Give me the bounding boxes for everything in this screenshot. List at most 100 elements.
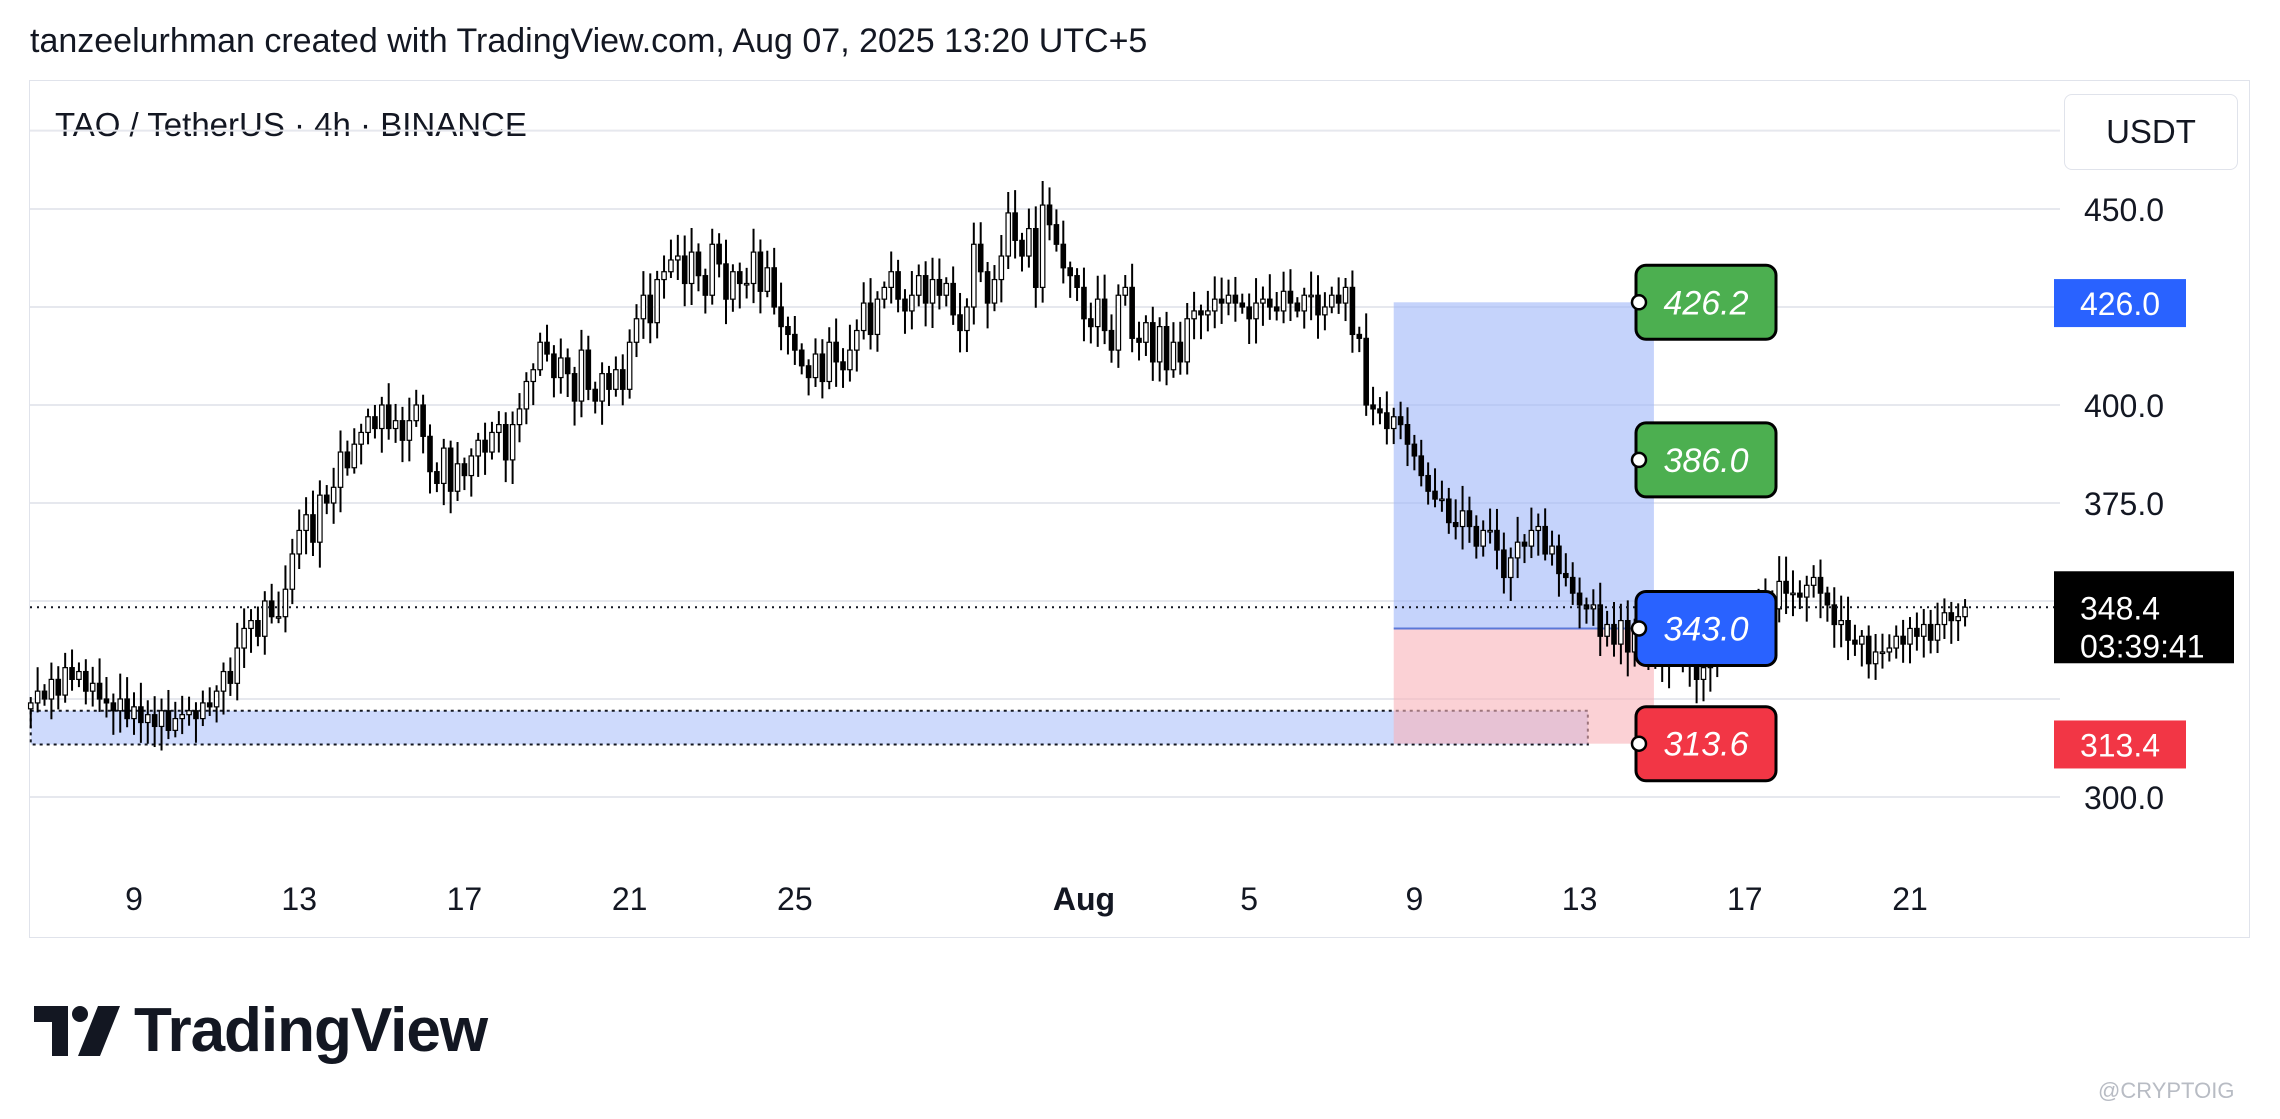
candle-body	[1480, 529, 1487, 547]
candle-body	[681, 255, 688, 285]
candle-body	[860, 302, 867, 332]
candle-body	[1211, 298, 1218, 312]
candle-body	[950, 282, 956, 316]
candle-body	[984, 271, 991, 304]
candle-body	[1232, 294, 1239, 304]
candle-body	[406, 420, 413, 441]
candle-body	[255, 619, 261, 637]
candle-body	[461, 463, 468, 477]
candle-body	[1810, 576, 1817, 586]
candle-body	[1397, 416, 1404, 426]
candle-body	[633, 318, 640, 343]
candle-body	[867, 302, 874, 336]
candle-body	[489, 431, 495, 453]
candle-body	[1094, 298, 1101, 328]
candle-body	[482, 439, 488, 453]
candle-body	[874, 298, 881, 336]
candle-body	[69, 667, 75, 681]
candle-body	[1439, 498, 1445, 502]
candle-body	[144, 714, 151, 724]
candle-body	[785, 326, 791, 336]
candle-body	[1411, 443, 1418, 457]
candle-body	[523, 380, 530, 410]
candle-body	[551, 353, 557, 379]
candle-body	[509, 424, 516, 461]
candle-body	[971, 243, 977, 308]
candle-body	[1191, 310, 1197, 320]
candle-body	[530, 369, 537, 383]
candle-body	[1872, 651, 1879, 665]
candle-body	[296, 529, 303, 555]
candle-body	[468, 455, 475, 477]
candle-body	[427, 435, 433, 473]
candle-body	[440, 447, 447, 484]
candle-body	[117, 698, 124, 712]
candle-body	[1390, 416, 1397, 430]
candle-body	[89, 682, 96, 692]
candle-body	[1122, 286, 1129, 296]
candle-body	[179, 714, 185, 720]
candle-body	[310, 514, 316, 543]
candle-body	[647, 294, 654, 324]
candle-body	[151, 714, 158, 728]
candle-body	[1955, 616, 1961, 622]
currency-button[interactable]: USDT	[2064, 94, 2238, 170]
candle-body	[413, 404, 420, 422]
tradingview-logo[interactable]: TradingView	[34, 995, 488, 1066]
candle-body	[1948, 612, 1955, 622]
candle-body	[977, 243, 984, 273]
candle-body	[544, 341, 550, 355]
candle-body	[909, 294, 915, 312]
candle-body	[200, 702, 206, 720]
candle-body	[585, 349, 592, 390]
candle-body	[234, 647, 241, 684]
x-tick-label: 13	[281, 881, 317, 917]
candle-body	[929, 278, 936, 304]
candle-body	[833, 341, 839, 363]
candle-body	[1501, 549, 1507, 579]
candle-body	[1852, 639, 1858, 645]
chart-panel	[29, 80, 2250, 938]
candle-body	[730, 271, 736, 300]
candle-body	[1611, 623, 1617, 645]
candle-body	[757, 251, 764, 292]
candle-body	[1604, 623, 1610, 637]
candle-body	[1246, 306, 1252, 320]
candle-body	[812, 353, 819, 379]
symbol-info[interactable]: TAO / TetherUS · 4h · BINANCE	[55, 106, 527, 143]
candle-body	[626, 341, 633, 390]
candle-body	[1267, 298, 1273, 308]
last-price-label: 348.4	[2080, 590, 2160, 626]
candle-body	[592, 388, 599, 402]
candles	[27, 180, 1968, 751]
candle-body	[1790, 592, 1796, 596]
candle-body	[330, 486, 337, 504]
candle-body	[496, 424, 502, 434]
candle-body	[131, 706, 137, 720]
x-tick-label: 25	[777, 881, 813, 917]
candle-body	[158, 710, 165, 728]
candle-body	[805, 365, 812, 379]
candle-body	[675, 255, 681, 261]
candle-body	[1404, 424, 1411, 445]
countdown-label: 03:39:41	[2080, 628, 2205, 664]
last-price-tag	[2054, 571, 2234, 664]
candle-body	[1507, 557, 1514, 579]
profit-zone	[1393, 302, 1654, 629]
candle-body	[1053, 224, 1060, 245]
candle-body	[83, 670, 89, 692]
brand-name: TradingView	[134, 996, 488, 1065]
candle-body	[475, 439, 481, 457]
candle-body	[1893, 635, 1900, 649]
candle-body	[819, 353, 826, 383]
candle-body	[668, 259, 674, 273]
candle-body	[1019, 239, 1025, 257]
candle-body	[1253, 302, 1259, 320]
candle-body	[379, 404, 385, 430]
candle-body	[1370, 404, 1376, 410]
anchor-handle	[1630, 451, 1648, 469]
candle-body	[1927, 623, 1934, 641]
candle-body	[915, 275, 922, 296]
x-tick-label: 21	[612, 881, 648, 917]
